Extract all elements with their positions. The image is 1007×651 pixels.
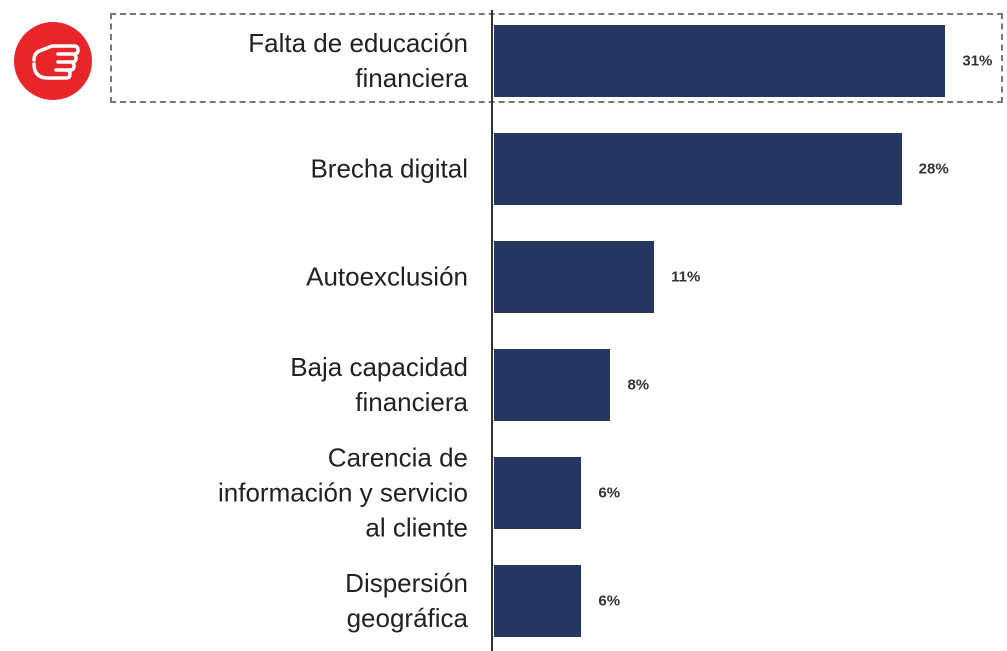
value-label: 6% [598, 592, 621, 610]
category-label: Dispersión geográfica [345, 568, 468, 633]
value-label: 28% [918, 160, 949, 178]
axis-line [491, 10, 493, 651]
category-label: Falta de educación financiera [248, 28, 468, 93]
bar [494, 349, 611, 421]
value-label: 6% [598, 484, 621, 502]
bar [494, 241, 655, 313]
value-label: 8% [627, 376, 650, 394]
value-label: 31% [962, 52, 993, 70]
category-label: Baja capacidad financiera [290, 352, 468, 417]
bar [494, 565, 582, 637]
bar [494, 133, 902, 205]
bar [494, 457, 582, 529]
category-label: Autoexclusión [306, 261, 468, 292]
pointer-icon [14, 22, 92, 100]
category-label: Brecha digital [310, 153, 468, 184]
value-label: 11% [671, 268, 701, 286]
bar [494, 25, 946, 97]
highlight-box [110, 13, 1003, 103]
category-label: Carencia de información y servicio al cl… [218, 442, 468, 543]
